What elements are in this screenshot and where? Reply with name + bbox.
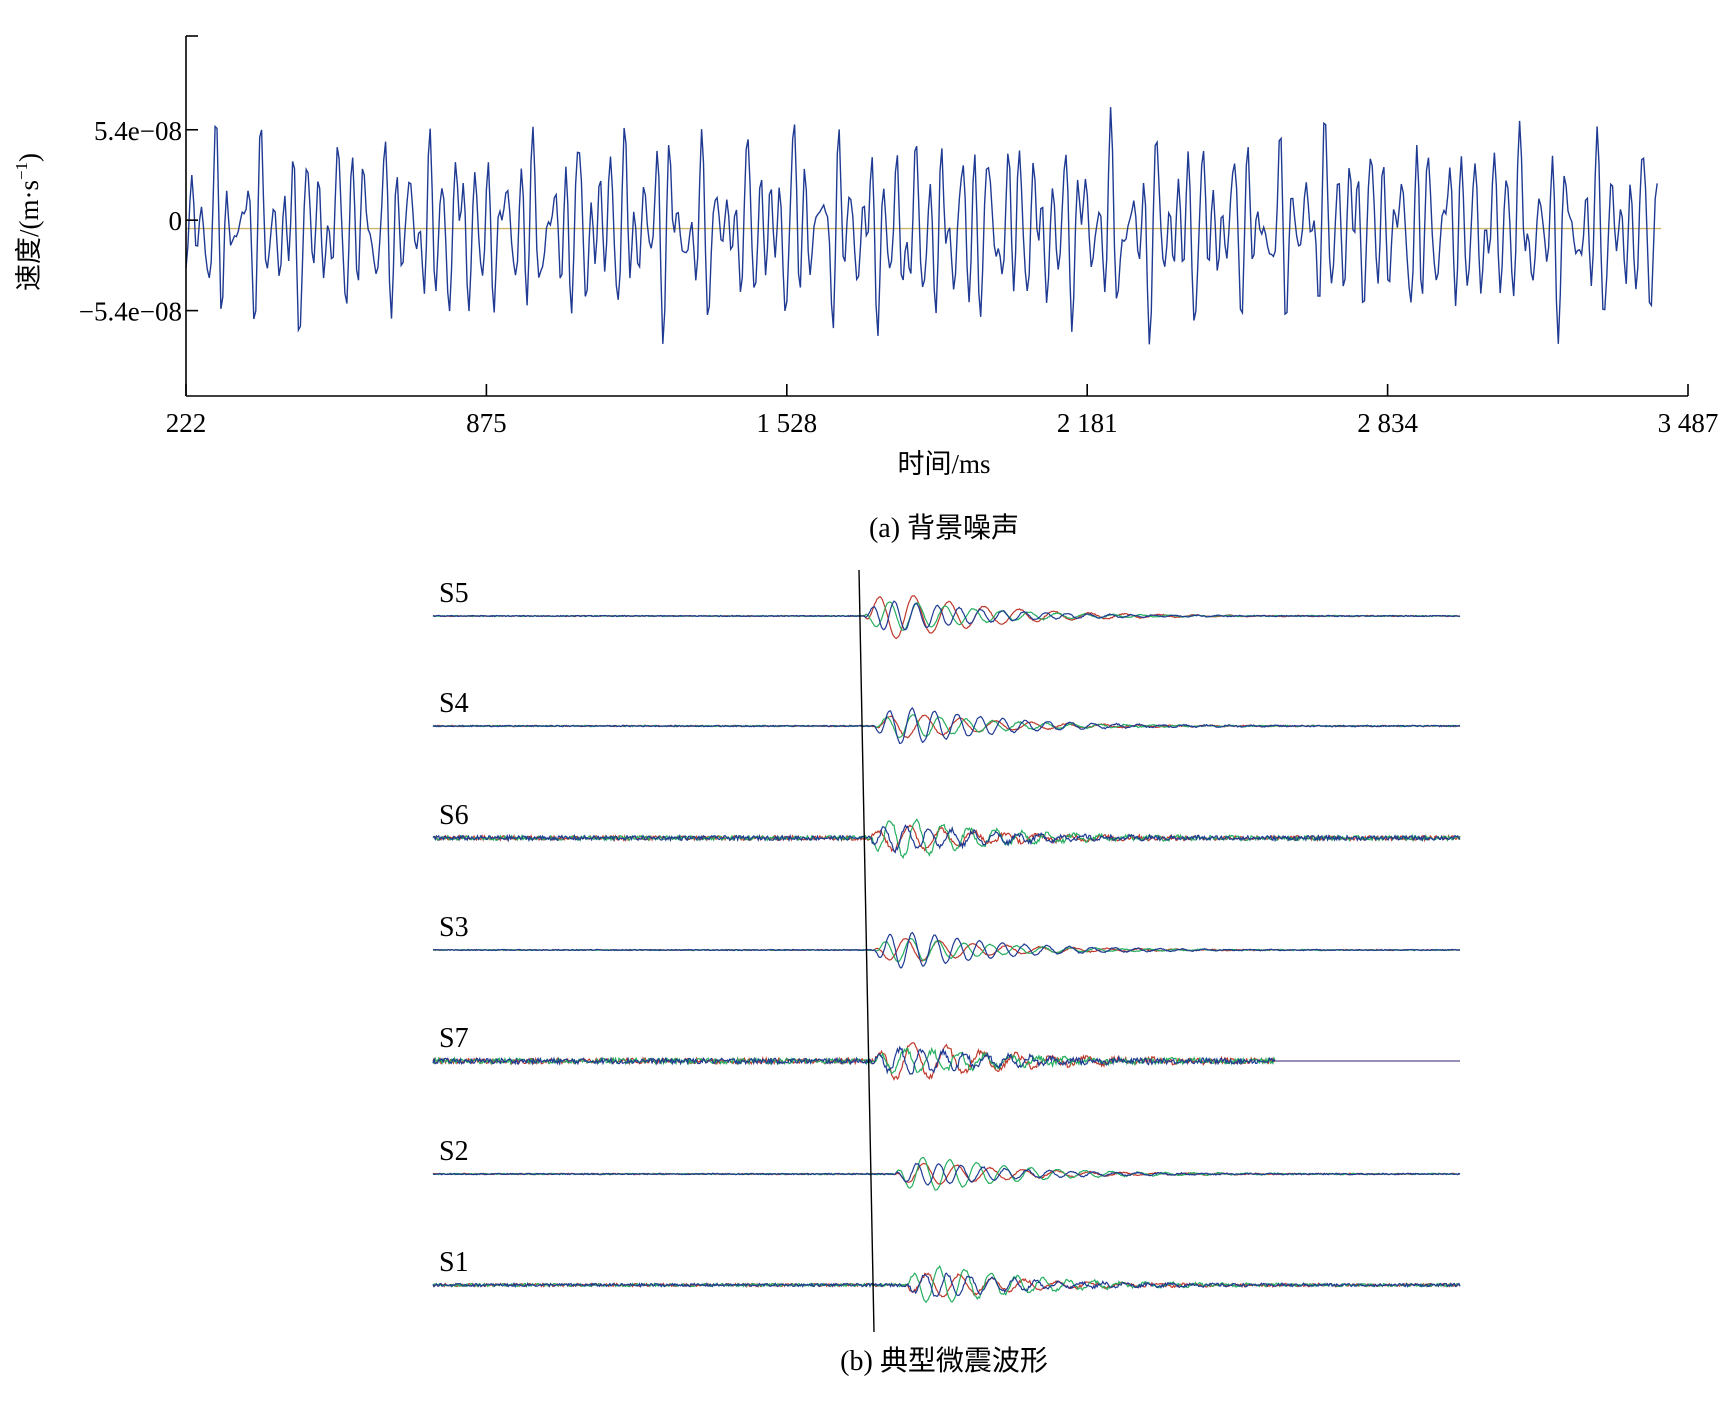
chart-b-station-label: S5 <box>439 578 469 609</box>
chart-a-y-axis-label-main: 速度/(m·s <box>14 180 44 291</box>
chart-a-y-tick-label: 5.4e−08 <box>94 116 182 146</box>
chart-a-x-tick-label: 875 <box>466 408 507 438</box>
chart-a-y-tick-label: −5.4e−08 <box>79 297 182 327</box>
chart-a-y-axis-label: 速度/(m·s−1) <box>12 153 44 291</box>
chart-a-y-tick-label: 0 <box>169 206 183 236</box>
chart-a-x-axis-label: 时间/ms <box>897 449 990 479</box>
chart-a-caption: (a) 背景噪声 <box>869 512 1019 544</box>
chart-b-microseismic-waveforms: S5 S4 S6 S3 S7 S2 S1 (b) 典型微震波形 <box>432 569 1461 1377</box>
chart-a-x-tick-label: 1 528 <box>756 408 817 438</box>
chart-a-axes <box>185 35 1688 397</box>
chart-b-trace-component <box>432 824 1461 854</box>
chart-b-station-label: S3 <box>439 912 469 943</box>
chart-b-caption: (b) 典型微震波形 <box>840 1345 1048 1377</box>
chart-b-trace-component <box>432 707 1461 745</box>
chart-a-x-tick-label: 2 834 <box>1357 408 1418 438</box>
chart-a-plot-area <box>185 107 1662 345</box>
chart-b-trace-component <box>432 1272 1461 1297</box>
chart-b-station-label: S7 <box>439 1023 469 1054</box>
chart-b-trace-component <box>432 595 1461 640</box>
chart-b-trace-component <box>432 1045 1276 1075</box>
chart-b-traces <box>432 595 1461 1304</box>
chart-a-background-noise: 222 875 1 528 2 181 2 834 3 487 5.4e−08 0 −5.4e… <box>12 35 1719 544</box>
chart-a-x-ticks: 222 875 1 528 2 181 2 834 3 487 <box>166 384 1719 438</box>
chart-b-station-label: S4 <box>439 688 469 719</box>
chart-a-x-tick-label: 222 <box>166 408 207 438</box>
chart-a-x-tick-label: 2 181 <box>1057 408 1118 438</box>
chart-b-trace-component <box>432 600 1461 631</box>
chart-b-trace-component <box>432 931 1461 969</box>
chart-a-series-line <box>185 107 1658 345</box>
chart-b-trace-component <box>432 818 1461 860</box>
chart-a-y-axis-label-sup: −1 <box>12 162 31 180</box>
chart-a-x-tick-label: 3 487 <box>1658 408 1719 438</box>
chart-b-trace-component <box>432 1162 1461 1186</box>
chart-b-pick-line <box>858 569 875 1333</box>
chart-a-y-axis-label-close: ) <box>14 153 44 162</box>
chart-b-station-label: S2 <box>439 1136 469 1167</box>
chart-a-y-ticks: 5.4e−08 0 −5.4e−08 <box>79 116 198 327</box>
chart-b-station-label: S6 <box>439 800 469 831</box>
chart-b-station-label: S1 <box>439 1247 469 1278</box>
chart-b-station-labels: S5 S4 S6 S3 S7 S2 S1 <box>439 578 469 1278</box>
